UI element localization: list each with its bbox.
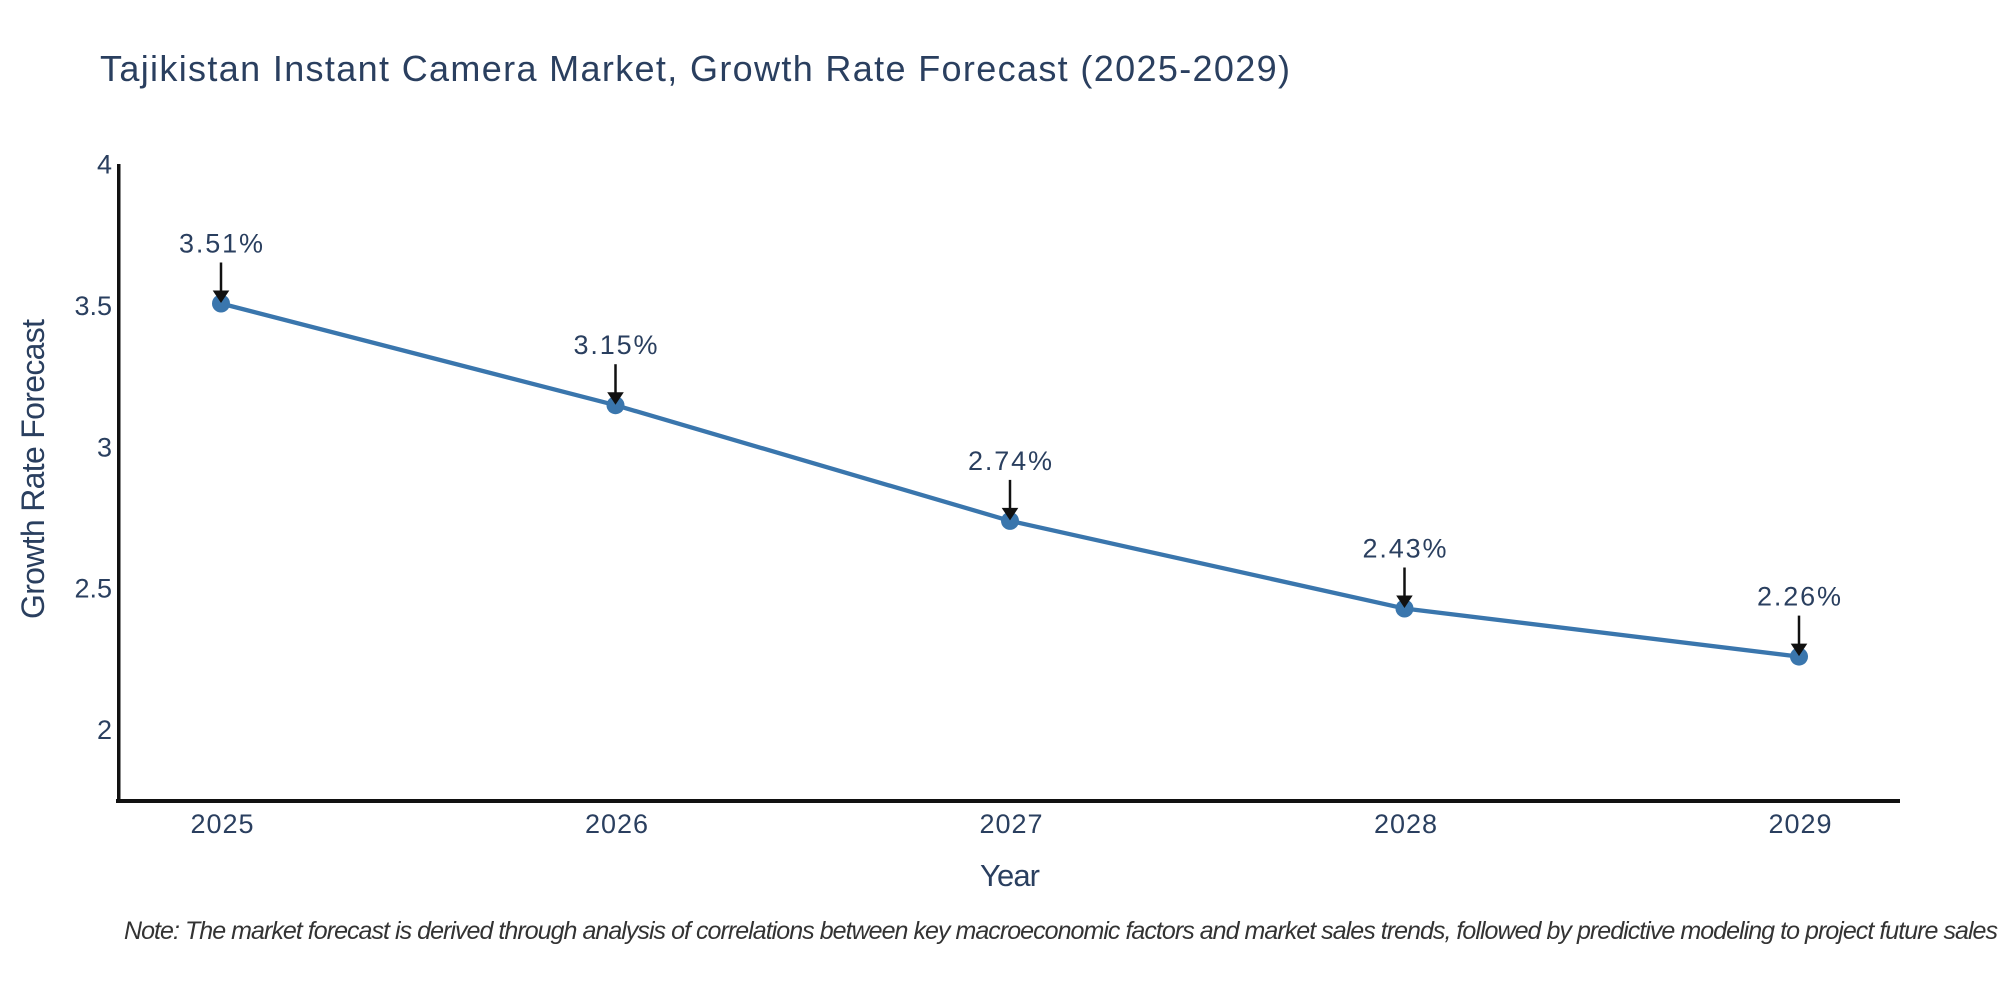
svg-text:Tajikistan Instant Camera Mark: Tajikistan Instant Camera Market, Growth… xyxy=(100,48,1290,89)
svg-text:3: 3 xyxy=(97,433,112,463)
svg-text:2029: 2029 xyxy=(1769,809,1832,839)
svg-text:2.5: 2.5 xyxy=(74,574,112,604)
svg-text:Note: The market forecast is d: Note: The market forecast is derived thr… xyxy=(124,917,1998,945)
svg-text:4: 4 xyxy=(97,150,112,180)
svg-text:2: 2 xyxy=(97,715,112,745)
svg-text:2025: 2025 xyxy=(191,809,254,839)
svg-text:Growth Rate Forecast: Growth Rate Forecast xyxy=(15,319,51,619)
svg-text:2027: 2027 xyxy=(980,809,1043,839)
svg-text:Year: Year xyxy=(980,858,1040,893)
svg-text:3.5: 3.5 xyxy=(74,291,112,321)
svg-text:2026: 2026 xyxy=(585,809,648,839)
svg-text:2028: 2028 xyxy=(1374,809,1437,839)
